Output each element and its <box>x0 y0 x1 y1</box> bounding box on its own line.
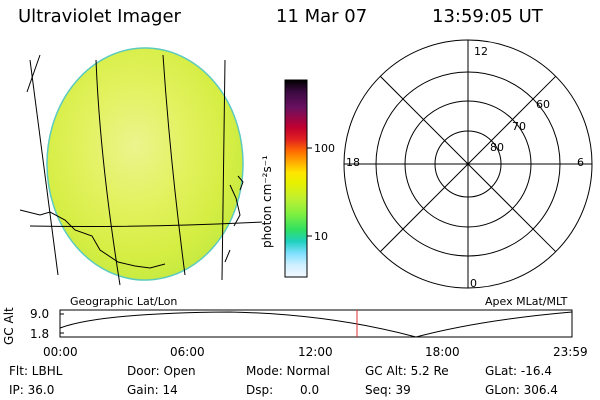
time-tick-1200: 12:00 <box>298 345 333 359</box>
filter-status: Flt: LBHL <box>9 364 63 378</box>
altitude-axis-label: GC Alt <box>2 307 16 345</box>
glon-status: GLon: 306.4 <box>485 383 558 397</box>
lat-label-60: 60 <box>536 98 550 111</box>
altitude-tick-1-8: 1.8 <box>30 327 50 341</box>
glat-status: GLat: -16.4 <box>485 364 552 378</box>
mlt-label-12: 12 <box>474 45 488 58</box>
earth-disc <box>46 47 244 281</box>
gain-status: Gain: 14 <box>127 383 178 397</box>
seq-status: Seq: 39 <box>365 383 411 397</box>
ip-status: IP: 36.0 <box>9 383 55 397</box>
door-status: Door: Open <box>127 364 196 378</box>
colorbar-tick-10: 10 <box>314 230 328 243</box>
date-label: 11 Mar 07 <box>276 6 368 27</box>
time-tick-0000: 00:00 <box>43 345 78 359</box>
apex-panel-label: Apex MLat/MLT <box>485 295 568 308</box>
time-label: 13:59:05 UT <box>432 6 543 27</box>
mlt-label-0: 0 <box>470 277 477 290</box>
mlt-label-18: 18 <box>346 156 360 169</box>
coastline <box>19 175 244 269</box>
mlt-label-6: 6 <box>577 156 584 169</box>
dsp-status-label: Dsp: <box>246 383 274 397</box>
colorbar-tick-100: 100 <box>314 142 335 155</box>
time-tick-0600: 06:00 <box>170 345 205 359</box>
instrument-title: Ultraviolet Imager <box>18 6 181 27</box>
time-tick-1800: 18:00 <box>425 345 460 359</box>
dsp-status-value: 0.0 <box>300 383 320 397</box>
lat-label-80: 80 <box>490 141 504 154</box>
time-tick-2359: 23:59 <box>553 345 588 359</box>
geographic-panel-label: Geographic Lat/Lon <box>70 295 178 308</box>
lat-lon-grid <box>26 54 263 286</box>
mode-status: Mode: Normal <box>246 364 330 378</box>
gc-alt-status: GC Alt: 5.2 Re <box>365 364 449 378</box>
lat-label-70: 70 <box>512 120 526 133</box>
altitude-tick-9: 9.0 <box>30 307 50 321</box>
